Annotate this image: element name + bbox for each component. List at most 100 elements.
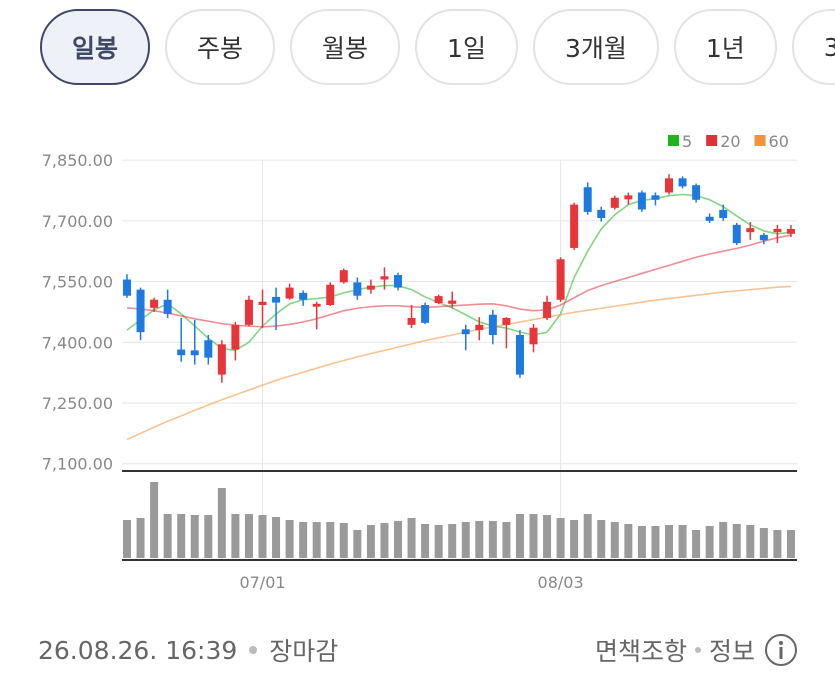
y-tick-label: 7,850.00 bbox=[42, 151, 113, 170]
volume-bar bbox=[502, 522, 511, 558]
volume-bar bbox=[759, 528, 768, 558]
candle-body bbox=[773, 228, 782, 233]
period-tab[interactable]: 일봉 bbox=[40, 9, 151, 85]
candle-body bbox=[244, 299, 253, 325]
period-tab[interactable]: 주봉 bbox=[165, 9, 276, 85]
volume-bar bbox=[353, 530, 362, 558]
candle-body bbox=[258, 301, 267, 306]
footer: 26.08.26. 16:39 장마감 면책조항 정보 bbox=[38, 630, 799, 670]
volume-bar bbox=[150, 482, 159, 558]
candle-body bbox=[421, 305, 430, 323]
volume-bar bbox=[394, 521, 402, 558]
y-tick-label: 7,550.00 bbox=[42, 273, 113, 292]
candle-body bbox=[150, 299, 159, 308]
legend-swatch bbox=[706, 135, 718, 146]
info-link[interactable]: 정보 bbox=[708, 637, 755, 666]
candle-body bbox=[759, 234, 768, 241]
candle-body bbox=[285, 287, 294, 299]
volume-bar bbox=[123, 520, 131, 558]
y-tick-label: 7,250.00 bbox=[42, 394, 113, 413]
candle-body bbox=[163, 299, 172, 314]
volume-bar bbox=[366, 525, 375, 558]
volume-bar bbox=[610, 522, 619, 558]
candle-body bbox=[692, 185, 701, 200]
volume-bar bbox=[637, 526, 646, 558]
y-tick-label: 7,700.00 bbox=[42, 212, 113, 231]
candle-body bbox=[326, 284, 335, 306]
x-tick-label: 07/01 bbox=[239, 573, 285, 592]
info-icon[interactable] bbox=[763, 632, 799, 668]
candle-body bbox=[719, 209, 728, 218]
volume-bar bbox=[705, 526, 714, 558]
moving-average-line bbox=[126, 234, 792, 328]
candle-body bbox=[272, 296, 281, 303]
volume-bar bbox=[339, 523, 348, 558]
volume-bar bbox=[434, 525, 443, 558]
candle-body bbox=[610, 197, 619, 208]
volume-bar bbox=[312, 522, 321, 558]
volume-bar bbox=[624, 524, 633, 558]
candle-body bbox=[746, 228, 755, 233]
timestamp: 26.08.26. 16:39 bbox=[38, 635, 238, 665]
candle-body bbox=[529, 327, 538, 345]
legend-label: 5 bbox=[682, 132, 692, 151]
market-status: 장마감 bbox=[269, 637, 339, 666]
volume-bar bbox=[421, 524, 430, 558]
moving-average-line bbox=[126, 193, 792, 352]
candle-body bbox=[705, 216, 714, 221]
volume-bar bbox=[475, 521, 484, 558]
period-tab[interactable]: 월봉 bbox=[290, 9, 401, 85]
legend-swatch bbox=[754, 135, 766, 146]
volume-bar bbox=[692, 530, 701, 558]
candle-body bbox=[732, 224, 741, 244]
candle-body bbox=[448, 300, 457, 304]
volume-bar bbox=[177, 514, 186, 558]
volume-bar bbox=[719, 522, 728, 558]
volume-bar bbox=[407, 518, 416, 558]
volume-bar bbox=[217, 488, 226, 558]
candle-body bbox=[231, 324, 240, 350]
candle-body bbox=[366, 285, 375, 290]
volume-bar bbox=[678, 525, 687, 558]
candle-body bbox=[624, 195, 633, 200]
volume-bar bbox=[488, 521, 497, 558]
candle-body bbox=[380, 276, 389, 280]
volume-bar bbox=[732, 524, 741, 558]
volume-bar bbox=[204, 515, 213, 558]
candle-body bbox=[583, 187, 592, 212]
volume-bar bbox=[529, 514, 538, 558]
candle-body bbox=[651, 195, 660, 200]
volume-bar bbox=[285, 520, 294, 558]
y-tick-label: 7,100.00 bbox=[42, 455, 113, 474]
candle-body bbox=[461, 329, 470, 335]
volume-bar bbox=[773, 530, 782, 558]
candle-body bbox=[488, 314, 497, 335]
period-tab[interactable]: 1년 bbox=[673, 9, 777, 85]
volume-bar bbox=[380, 523, 389, 558]
volume-bar bbox=[665, 525, 673, 558]
period-tab[interactable]: 1일 bbox=[415, 9, 518, 85]
separator bbox=[694, 647, 701, 653]
volume-bar bbox=[597, 520, 606, 558]
candle-body bbox=[597, 209, 606, 218]
period-tab[interactable]: 3개월 bbox=[532, 9, 659, 85]
candle-body bbox=[434, 296, 443, 303]
disclaimer-link[interactable]: 면책조항 bbox=[594, 637, 687, 666]
moving-average-line bbox=[126, 285, 791, 441]
period-tabs: 일봉 주봉 월봉 1일 3개월 1년 3 bbox=[40, 9, 835, 85]
volume-bar bbox=[299, 522, 308, 558]
candle-body bbox=[136, 289, 145, 333]
candle-body bbox=[407, 317, 416, 325]
legend-swatch bbox=[668, 135, 679, 146]
candle-body bbox=[556, 259, 565, 300]
candle-body bbox=[678, 178, 687, 187]
candle-body bbox=[190, 350, 199, 356]
volume-bar bbox=[136, 518, 145, 558]
volume-bar bbox=[556, 518, 565, 558]
volume-bar bbox=[570, 520, 579, 558]
candle-body bbox=[312, 303, 321, 307]
candle-body bbox=[515, 334, 524, 375]
separator bbox=[249, 646, 258, 654]
volume-bar bbox=[461, 522, 470, 558]
